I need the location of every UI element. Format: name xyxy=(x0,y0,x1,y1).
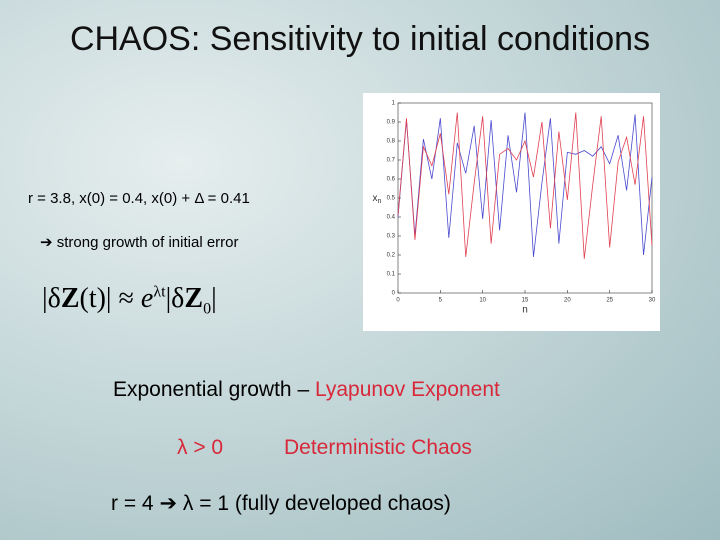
x-tick-label: 25 xyxy=(606,298,613,304)
y-tick-label: 0.2 xyxy=(387,253,396,259)
formula-part: 0 xyxy=(203,300,212,318)
y-tick-label: 0.8 xyxy=(387,139,396,145)
growth-highlight: Lyapunov Exponent xyxy=(314,378,500,401)
x-tick-label: 30 xyxy=(649,298,656,304)
arrow: ➔ xyxy=(40,234,53,251)
title: CHAOS: Sensitivity to initial conditions xyxy=(69,20,651,58)
x-tick-label: 10 xyxy=(479,298,486,304)
lambda-condition: λ > 0 xyxy=(177,436,224,459)
formula-part: (t)| xyxy=(79,283,112,314)
x-tick-label: 15 xyxy=(522,298,529,304)
formula-part: Z xyxy=(60,283,80,314)
x-tick-label: 20 xyxy=(564,298,571,304)
x-axis-label: n xyxy=(522,305,528,316)
formula-part: Z xyxy=(184,283,204,314)
formula-part: |δ xyxy=(42,283,61,314)
y-tick-label: 0.7 xyxy=(387,158,396,164)
arrow: ➔ xyxy=(159,492,178,515)
growth-text: Exponential growth – xyxy=(113,378,315,401)
formula-part: ≈ xyxy=(118,283,134,314)
formula: |δZ(t)| ≈ eλt|δZ0| xyxy=(42,283,217,319)
y-tick-label: 0.6 xyxy=(387,177,396,183)
y-tick-label: 0.3 xyxy=(387,234,396,240)
formula-part: λt xyxy=(153,283,166,301)
formula-part: e xyxy=(140,283,154,314)
x-tick-label: 5 xyxy=(439,298,443,304)
special-rhs: λ = 1 (fully developed chaos) xyxy=(182,492,451,515)
growth: Exponential growth – Lyapunov Exponent xyxy=(113,378,500,402)
note-text: strong growth of initial error xyxy=(56,234,239,251)
series-line xyxy=(397,112,653,259)
formula-part: | xyxy=(211,283,217,314)
special-case: r = 4 ➔ λ = 1 (fully developed chaos) xyxy=(111,491,451,516)
y-axis-label-sub: n xyxy=(378,198,382,205)
chart: 00.10.20.30.40.50.60.70.80.910 5 10 15 20 25 3… xyxy=(373,101,656,316)
plot-frame xyxy=(397,102,653,294)
y-axis-label: xn xyxy=(373,193,382,205)
x-tick-label: 0 xyxy=(396,298,400,304)
y-tick-label: 0 xyxy=(392,291,396,297)
chaos-label: Deterministic Chaos xyxy=(284,436,472,459)
series-line xyxy=(397,112,653,257)
y-tick-label: 1 xyxy=(392,101,396,107)
y-axis-label-main: x xyxy=(373,193,378,204)
note: ➔ strong growth of initial error xyxy=(40,233,239,251)
y-tick-label: 0.5 xyxy=(387,196,396,202)
y-tick-label: 0.9 xyxy=(387,120,396,126)
y-tick-label: 0.4 xyxy=(387,215,396,221)
special-lhs: r = 4 xyxy=(111,492,154,515)
params: r = 3.8, x(0) = 0.4, x(0) + Δ = 0.41 xyxy=(28,190,250,207)
y-tick-label: 0.1 xyxy=(387,272,396,278)
formula-part: |δ xyxy=(165,283,185,314)
chart-box: 0 0.1 0.2 0.3 0.4 0.5 0.6 0.7 0.8 0.9 1 0 5 10 15 20 25 3… xyxy=(363,93,660,331)
